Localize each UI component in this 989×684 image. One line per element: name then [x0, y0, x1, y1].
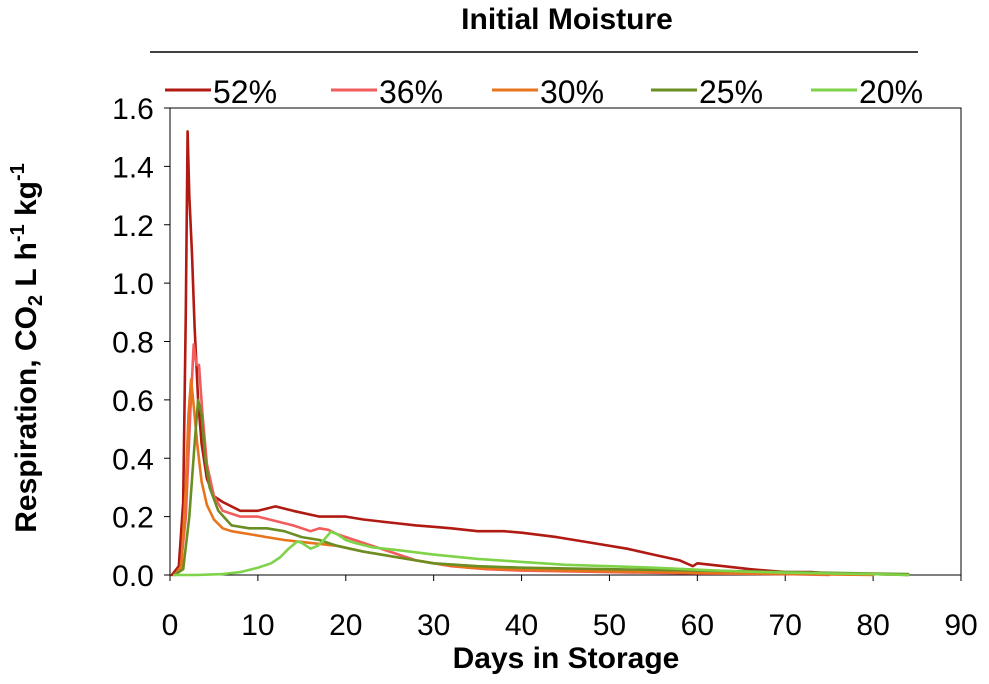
y-axis-title: Respiration, CO2 L h-1 kg-1 — [7, 163, 47, 533]
x-tick-label: 20 — [329, 609, 362, 642]
y-axis-title-subscript: 2 — [25, 295, 47, 306]
legend-title: Initial Moisture — [461, 3, 673, 36]
plot-area — [169, 107, 962, 576]
y-tick-label: 0.2 — [112, 502, 154, 535]
x-tick-label: 80 — [856, 609, 889, 642]
legend: Initial Moisture 52% 36% 30% 25% 20% — [150, 3, 923, 110]
x-tick-label: 0 — [162, 609, 179, 642]
y-tick-label: 1.0 — [112, 268, 154, 301]
x-axis: 0 10 20 30 40 50 60 70 80 90 — [162, 575, 978, 642]
series-line-30pct — [173, 378, 875, 577]
x-tick-label: 60 — [681, 609, 714, 642]
x-tick-label: 90 — [944, 609, 977, 642]
x-tick-label: 40 — [505, 609, 538, 642]
legend-items: 52% 36% 30% 25% 20% — [165, 74, 923, 110]
series-line-36pct — [173, 343, 831, 577]
x-tick-label: 30 — [417, 609, 450, 642]
series-layer — [170, 130, 910, 577]
x-axis-title: Days in Storage — [453, 642, 680, 675]
x-tick-label: 70 — [769, 609, 802, 642]
y-tick-label: 1.6 — [112, 93, 154, 126]
series-line-20pct — [173, 530, 910, 577]
legend-label: 25% — [699, 74, 763, 110]
legend-label: 52% — [213, 74, 277, 110]
legend-label: 36% — [379, 74, 443, 110]
y-axis-title-superscript: -1 — [7, 224, 29, 242]
y-axis: 0.0 0.2 0.4 0.6 0.8 1.0 1.2 1.4 1.6 — [112, 93, 170, 593]
y-tick-label: 0.8 — [112, 327, 154, 360]
series-line-52pct — [170, 130, 910, 577]
x-tick-label: 10 — [241, 609, 274, 642]
y-tick-label: 1.4 — [112, 151, 154, 184]
y-tick-label: 1.2 — [112, 210, 154, 243]
x-tick-label: 50 — [593, 609, 626, 642]
y-tick-label: 0.6 — [112, 385, 154, 418]
series-line-25pct — [173, 398, 910, 577]
legend-label: 20% — [859, 74, 923, 110]
y-tick-label: 0.0 — [112, 560, 154, 593]
y-axis-title-superscript: -1 — [7, 163, 29, 181]
legend-label: 30% — [540, 74, 604, 110]
y-tick-label: 0.4 — [112, 443, 154, 476]
